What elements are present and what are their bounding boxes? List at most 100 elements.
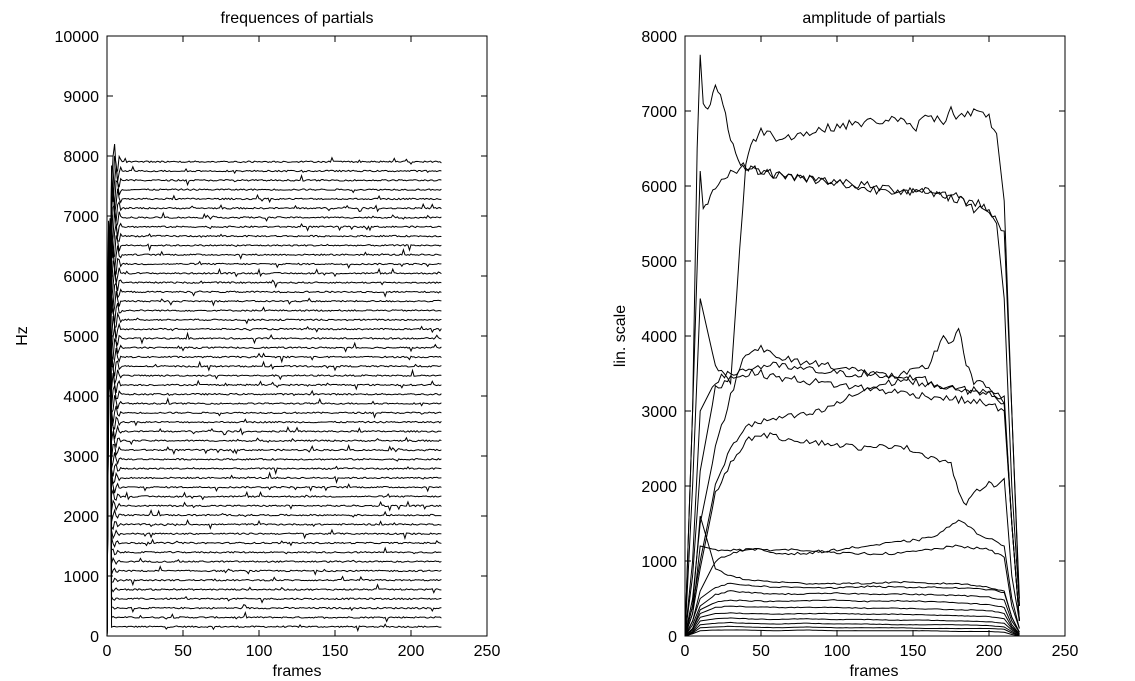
x-tick-label: 200 xyxy=(398,643,425,660)
x-tick-label: 250 xyxy=(1052,643,1079,660)
partial-frequency-line xyxy=(106,223,442,637)
partial-amplitude-line xyxy=(684,605,1020,637)
frequency-chart: frequences of partials frames Hz 0 50 100 1… xyxy=(14,10,500,680)
y-tick-label: 4000 xyxy=(641,329,677,346)
partial-frequency-line xyxy=(106,247,442,637)
y-tick-label: 1000 xyxy=(641,554,677,571)
partial-frequency-line xyxy=(106,232,442,637)
x-tick-label: 50 xyxy=(174,643,192,660)
y-tick-label: 9000 xyxy=(63,89,99,106)
y-tick-label: 0 xyxy=(668,629,677,646)
partial-frequency-line xyxy=(106,236,442,637)
y-tick-label: 8000 xyxy=(641,29,677,46)
partial-frequency-line xyxy=(106,226,442,637)
partial-frequency-line xyxy=(106,187,442,637)
partial-frequency-line xyxy=(106,315,442,637)
partial-frequency-line xyxy=(106,304,442,637)
x-tick-label: 200 xyxy=(976,643,1003,660)
x-axis-label: frames xyxy=(273,663,322,680)
partial-frequency-line xyxy=(106,224,442,637)
y-tick-label: 5000 xyxy=(641,254,677,271)
partial-frequency-line xyxy=(106,165,442,637)
partial-frequency-line xyxy=(106,246,442,637)
x-tick-label: 50 xyxy=(752,643,770,660)
partial-amplitude-line xyxy=(684,617,1020,637)
partial-frequency-line xyxy=(106,268,442,637)
y-tick-label: 5000 xyxy=(63,329,99,346)
partial-frequency-line xyxy=(106,314,442,637)
partial-frequency-line xyxy=(106,180,442,637)
partial-frequency-line xyxy=(106,281,442,637)
y-axis-label: Hz xyxy=(14,326,31,346)
y-tick-label: 7000 xyxy=(641,104,677,121)
partial-amplitude-line xyxy=(684,54,1020,637)
partial-amplitude-line xyxy=(684,582,1020,637)
x-tick-label: 150 xyxy=(322,643,349,660)
partial-frequency-line xyxy=(106,226,442,637)
partial-frequency-line xyxy=(106,275,442,637)
y-tick-label: 3000 xyxy=(641,404,677,421)
partial-amplitude-line xyxy=(684,327,1020,637)
x-tick-label: 100 xyxy=(246,643,273,660)
partial-frequency-line xyxy=(106,257,442,637)
y-tick-label: 4000 xyxy=(63,389,99,406)
x-tick-label: 0 xyxy=(681,643,690,660)
x-tick-label: 250 xyxy=(474,643,501,660)
plot-area xyxy=(106,144,442,637)
partial-frequency-line xyxy=(106,259,442,637)
partial-frequency-line xyxy=(106,251,442,637)
partial-frequency-line xyxy=(106,260,442,637)
partial-frequency-line xyxy=(106,376,442,637)
partial-frequency-line xyxy=(106,274,442,637)
partial-frequency-line xyxy=(106,155,442,637)
partial-frequency-line xyxy=(106,250,442,637)
y-tick-label: 8000 xyxy=(63,149,99,166)
partial-frequency-line xyxy=(106,297,442,637)
x-tick-label: 0 xyxy=(103,643,112,660)
partial-frequency-line xyxy=(106,224,442,637)
partial-amplitude-line xyxy=(684,374,1020,637)
partial-frequency-line xyxy=(106,220,442,637)
partial-frequency-line xyxy=(106,165,442,637)
partial-frequency-line xyxy=(106,230,442,637)
partial-frequency-line xyxy=(106,282,442,637)
partial-amplitude-line xyxy=(684,612,1020,637)
amplitude-chart: amplitude of partials frames lin. scale … xyxy=(612,10,1078,680)
partial-amplitude-line xyxy=(684,590,1020,637)
partial-amplitude-line xyxy=(684,625,1020,637)
partial-amplitude-line xyxy=(684,629,1020,637)
partial-frequency-line xyxy=(106,231,442,637)
partial-amplitude-line xyxy=(684,621,1020,637)
partial-frequency-line xyxy=(106,251,442,637)
partial-frequency-line xyxy=(106,313,442,637)
axis-ticks: 0 50 100 150 200 250 0 1000 2000 3000 4000 5000 6000… xyxy=(55,29,501,660)
partial-frequency-line xyxy=(106,232,442,637)
y-tick-label: 7000 xyxy=(63,209,99,226)
chart-title: amplitude of partials xyxy=(802,10,945,27)
partial-amplitude-line xyxy=(684,164,1020,637)
partial-amplitude-line xyxy=(684,105,1020,637)
partial-frequency-line xyxy=(106,270,442,637)
partial-frequency-line xyxy=(106,218,442,637)
partial-frequency-line xyxy=(106,319,442,637)
partial-frequency-line xyxy=(106,144,442,637)
partial-amplitude-line xyxy=(684,368,1020,637)
partial-amplitude-line xyxy=(684,544,1020,637)
y-axis-label: lin. scale xyxy=(612,305,629,367)
partial-amplitude-line xyxy=(684,519,1020,637)
y-tick-label: 0 xyxy=(90,629,99,646)
partial-frequency-line xyxy=(106,226,442,637)
y-tick-label: 6000 xyxy=(641,179,677,196)
partial-frequency-line xyxy=(106,202,442,637)
partial-frequency-line xyxy=(106,250,442,637)
partial-frequency-line xyxy=(106,278,442,637)
plot-area xyxy=(684,54,1020,637)
axes-frame xyxy=(684,35,1066,637)
partial-amplitude-line xyxy=(684,515,1020,637)
y-tick-label: 10000 xyxy=(55,29,100,46)
partial-frequency-line xyxy=(106,227,442,637)
y-tick-label: 6000 xyxy=(63,269,99,286)
y-tick-label: 1000 xyxy=(63,569,99,586)
partial-frequency-line xyxy=(106,275,442,637)
chart-title: frequences of partials xyxy=(221,10,374,27)
